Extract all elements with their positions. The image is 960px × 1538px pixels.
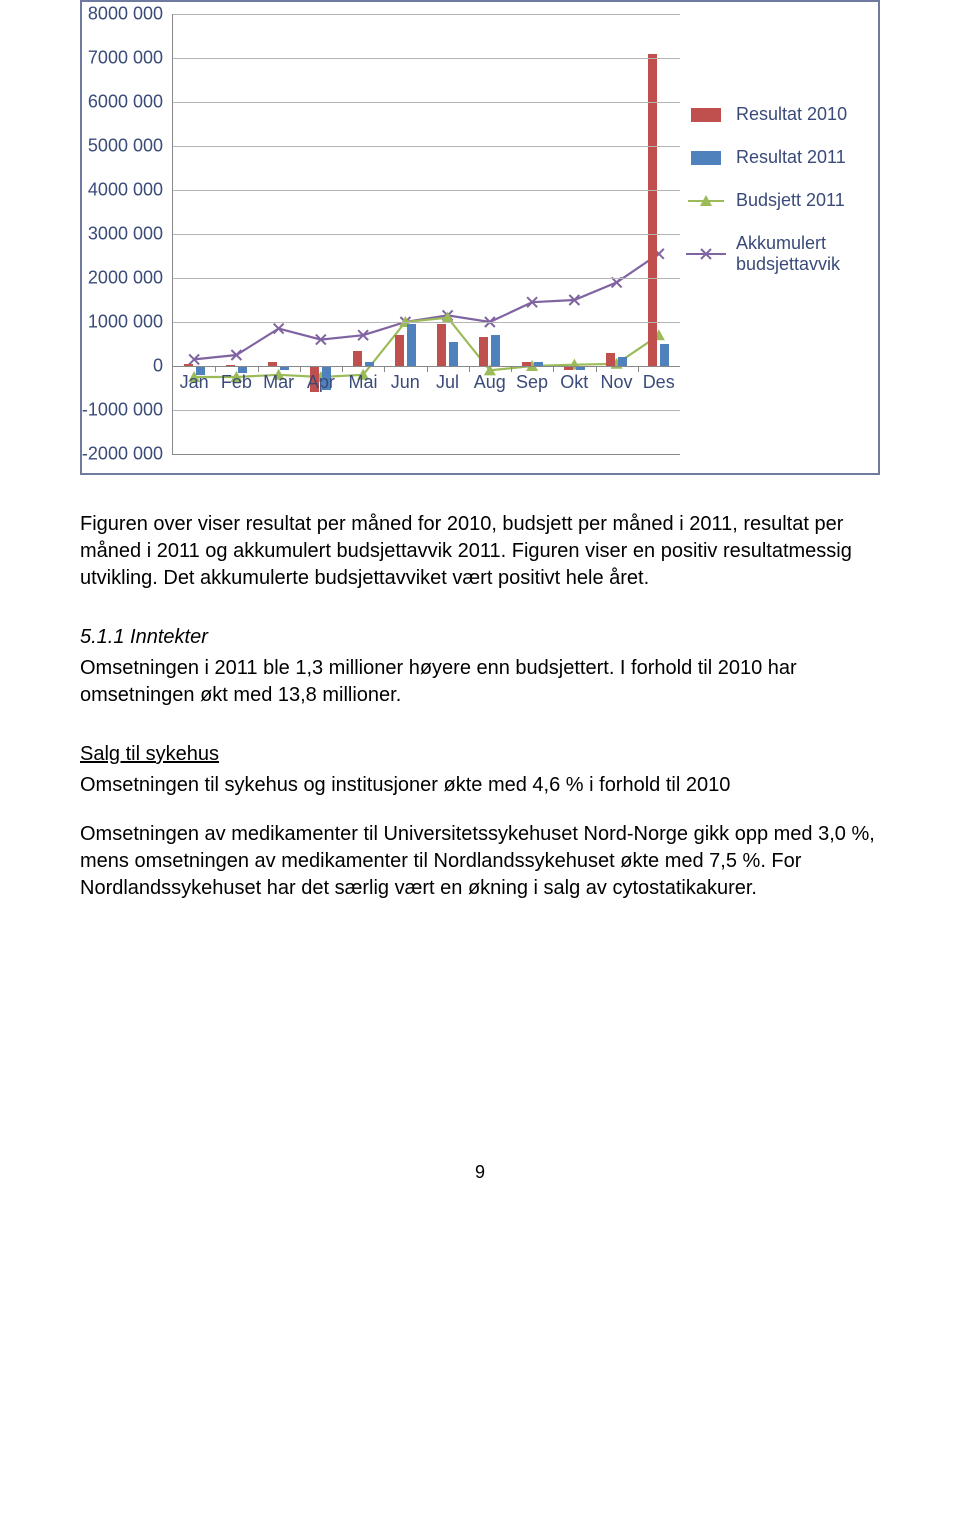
legend-budsjett2011: Budsjett 2011: [686, 190, 866, 211]
legend-label: Resultat 2011: [736, 147, 846, 168]
bar-resultat2010: [395, 335, 404, 366]
x-axis-label: Aug: [469, 372, 511, 393]
bar-resultat2010: [648, 54, 657, 366]
paragraph: Omsetningen av medikamenter til Universi…: [80, 821, 880, 902]
legend-label: Resultat 2010: [736, 104, 847, 125]
legend-akkumulert: Akkumulertbudsjettavvik: [686, 233, 866, 274]
x-axis-label: Apr: [300, 372, 342, 393]
body-text: Figuren over viser resultat per måned fo…: [80, 511, 880, 902]
legend-label: Akkumulertbudsjettavvik: [736, 233, 840, 274]
legend-resultat2010: Resultat 2010: [686, 104, 866, 125]
x-axis-label: Jun: [384, 372, 426, 393]
bar-resultat2011: [449, 342, 458, 366]
section-heading: 5.1.1 Inntekter: [80, 626, 208, 648]
y-axis-label: 8000 000: [88, 4, 173, 25]
chart-container: -2000 000 -1000 000 0 1000 000 2000 000 3000 …: [80, 0, 880, 475]
page-number: 9: [80, 1162, 880, 1183]
sub-heading: Salg til sykehus: [80, 743, 219, 765]
legend-resultat2011: Resultat 2011: [686, 147, 866, 168]
x-axis-label: Okt: [553, 372, 595, 393]
y-axis-label: 0: [153, 356, 173, 377]
legend-label: Budsjett 2011: [736, 190, 845, 211]
bar-resultat2010: [479, 337, 488, 366]
bar-resultat2010: [353, 351, 362, 366]
paragraph: Omsetningen i 2011 ble 1,3 millioner høy…: [80, 655, 880, 709]
bar-resultat2011: [618, 357, 627, 366]
bar-resultat2010: [437, 324, 446, 366]
bar-resultat2011: [407, 324, 416, 366]
bar-resultat2010: [606, 353, 615, 366]
y-axis-label: 4000 000: [88, 180, 173, 201]
x-axis-label: Jul: [426, 372, 468, 393]
x-axis-label: Feb: [215, 372, 257, 393]
y-axis-label: -2000 000: [82, 444, 173, 465]
y-axis-label: 2000 000: [88, 268, 173, 289]
x-axis-label: Mai: [342, 372, 384, 393]
x-axis-label: Nov: [595, 372, 637, 393]
x-axis-label: Des: [638, 372, 680, 393]
y-axis-label: 7000 000: [88, 48, 173, 69]
paragraph: Figuren over viser resultat per måned fo…: [80, 511, 880, 592]
bar-resultat2011: [660, 344, 669, 366]
y-axis-label: 1000 000: [88, 312, 173, 333]
y-axis-label: 3000 000: [88, 224, 173, 245]
x-axis-label: Sep: [511, 372, 553, 393]
legend: Resultat 2010 Resultat 2011 Budsjett 201…: [680, 14, 866, 455]
bar-resultat2011: [491, 335, 500, 366]
y-axis-label: 5000 000: [88, 136, 173, 157]
paragraph: Omsetningen til sykehus og institusjoner…: [80, 772, 880, 799]
x-axis-label: Jan: [173, 372, 215, 393]
plot-area: -2000 000-1000 00001000 0002000 0003000 …: [172, 14, 680, 455]
y-axis-label: -1000 000: [82, 400, 173, 421]
y-axis-label: 6000 000: [88, 92, 173, 113]
x-axis-label: Mar: [257, 372, 299, 393]
